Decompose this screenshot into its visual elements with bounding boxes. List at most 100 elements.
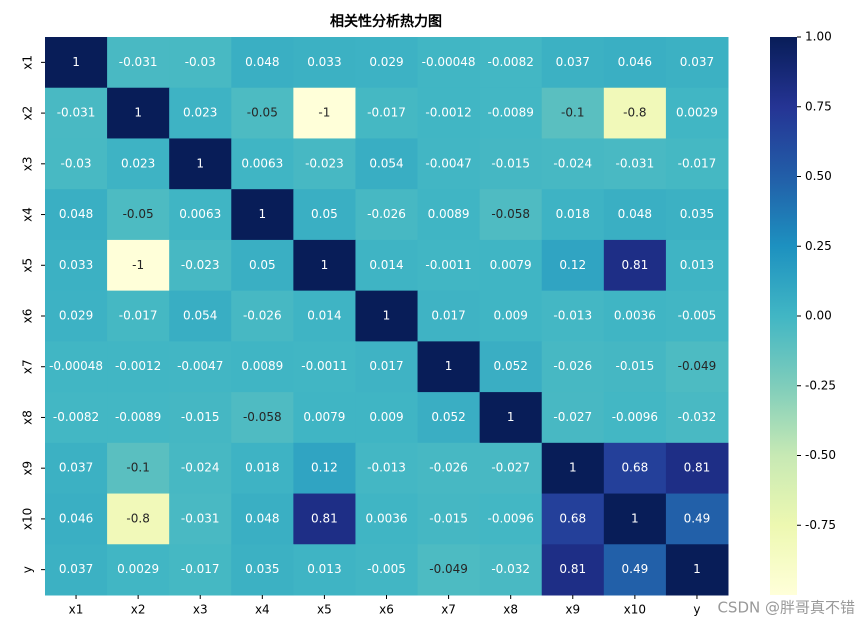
cell-label: 1	[383, 309, 391, 323]
cell-label: 0.037	[59, 562, 93, 576]
cell-label: -0.0012	[115, 359, 161, 373]
cell-label: 1	[196, 156, 204, 170]
heatmap-cell	[45, 138, 108, 190]
colorbar-tick-label: 0.75	[805, 99, 832, 113]
heatmap-cell	[603, 239, 667, 292]
heatmap-cell	[169, 239, 232, 292]
heatmap-cell	[169, 37, 232, 89]
cell-label: -0.032	[678, 410, 717, 424]
cell-label: 0.017	[431, 309, 465, 323]
heatmap-cell	[417, 189, 481, 241]
heatmap-cell	[479, 290, 543, 342]
heatmap-cell	[417, 341, 481, 393]
cell-label: -0.015	[429, 511, 468, 525]
cell-label: -0.8	[623, 106, 646, 120]
cell-label: 0.014	[369, 258, 403, 272]
cell-label: 0.81	[684, 461, 711, 475]
heatmap-cell	[479, 544, 543, 596]
cell-label: -0.024	[553, 156, 592, 170]
y-tick-label: y	[21, 566, 35, 573]
heatmap-cell	[355, 290, 419, 342]
x-tick-label: y	[693, 603, 700, 617]
cell-label: 1	[258, 207, 266, 221]
watermark: CSDN @胖哥真不错	[717, 599, 855, 617]
heatmap-cell	[603, 37, 667, 89]
cell-label: 0.009	[494, 309, 528, 323]
heatmap-cell	[45, 392, 108, 444]
colorbar	[770, 37, 797, 595]
heatmap-cell	[107, 87, 170, 139]
heatmap-cell	[541, 392, 605, 444]
cell-label: 0.035	[245, 562, 279, 576]
heatmap-cell	[293, 189, 356, 241]
cell-label: -0.0082	[488, 55, 534, 69]
cell-label: -0.0096	[488, 511, 534, 525]
heatmap-cell	[417, 392, 481, 444]
cell-label: 0.048	[245, 511, 279, 525]
heatmap-cell	[541, 290, 605, 342]
cell-label: -0.00048	[422, 55, 476, 69]
x-tick-label: x8	[503, 603, 518, 617]
heatmap-cell	[45, 87, 108, 139]
cell-label: 0.0079	[303, 410, 345, 424]
heatmap-cell	[479, 442, 543, 495]
heatmap-cell	[107, 392, 170, 444]
chart-title: 相关性分析热力图	[330, 13, 442, 30]
heatmap-cell	[541, 341, 605, 393]
cell-label: 0.0036	[366, 511, 408, 525]
cell-label: 0.0079	[490, 258, 532, 272]
x-tick-label: x4	[255, 603, 270, 617]
heatmap-cell	[293, 138, 356, 190]
heatmap-cell	[355, 189, 419, 241]
heatmap-cell	[541, 189, 605, 241]
cell-label: 0.029	[59, 309, 93, 323]
heatmap-cell	[231, 442, 294, 495]
cell-label: 0.009	[369, 410, 403, 424]
cell-label: -0.032	[491, 562, 530, 576]
heatmap-cell	[665, 239, 729, 292]
cell-label: 0.0089	[428, 207, 470, 221]
heatmap-cell	[355, 239, 419, 292]
heatmap-cell	[541, 138, 605, 190]
heatmap-cell	[355, 544, 419, 596]
cell-label: 1	[693, 562, 701, 576]
cell-label: 0.0063	[241, 156, 283, 170]
cell-label: -0.0047	[425, 156, 471, 170]
heatmap-cell	[45, 37, 108, 89]
cell-label: -0.0012	[425, 106, 471, 120]
cell-label: -0.03	[185, 55, 216, 69]
heatmap-cell	[231, 189, 294, 241]
cell-label: -0.05	[123, 207, 154, 221]
cell-label: -0.023	[181, 258, 220, 272]
cell-label: -0.017	[119, 309, 158, 323]
heatmap-cell	[231, 341, 294, 393]
heatmap-cell	[355, 138, 419, 190]
cell-label: -0.013	[553, 309, 592, 323]
heatmap-cell	[355, 442, 419, 495]
cell-label: 0.048	[618, 207, 652, 221]
cell-label: -0.0047	[177, 359, 223, 373]
cell-label: -0.00048	[49, 359, 103, 373]
cell-label: -0.017	[367, 106, 406, 120]
heatmap-cell	[603, 544, 667, 596]
cell-label: -0.027	[491, 461, 530, 475]
heatmap-cell	[169, 87, 232, 139]
heatmap-cell	[665, 138, 729, 190]
cell-label: 0.81	[559, 562, 586, 576]
heatmap-cell	[665, 544, 729, 596]
x-tick-label: x1	[69, 603, 84, 617]
heatmap-cell	[293, 392, 356, 444]
y-tick-label: x4	[21, 207, 35, 222]
cell-label: 0.013	[307, 562, 341, 576]
cell-label: -0.058	[243, 410, 282, 424]
cell-label: -1	[318, 106, 330, 120]
cell-label: -0.027	[553, 410, 592, 424]
heatmap-cell	[417, 493, 481, 545]
heatmap-cell	[107, 544, 170, 596]
cell-label: -0.026	[429, 461, 468, 475]
cell-label: -0.031	[181, 511, 220, 525]
heatmap-cell	[603, 392, 667, 444]
cell-label: -0.026	[243, 309, 282, 323]
heatmap-cell	[665, 392, 729, 444]
cell-label: -0.024	[181, 461, 220, 475]
